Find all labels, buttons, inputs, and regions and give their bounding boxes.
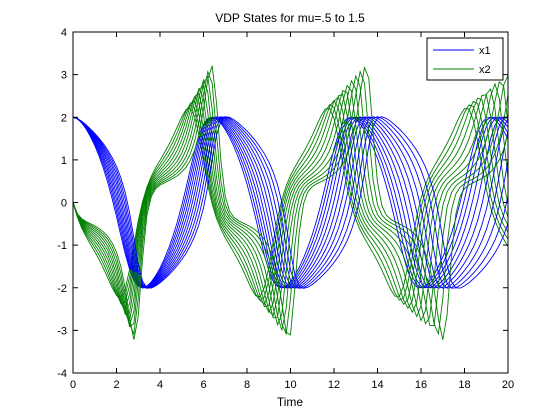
x-tick-label: 12	[328, 379, 340, 391]
y-tick-label: 2	[61, 112, 67, 124]
series-line-x2	[73, 78, 508, 327]
y-tick-label: -1	[57, 240, 67, 252]
series-lines	[73, 65, 508, 340]
series-line-x2	[73, 99, 508, 306]
legend: x1 x2	[426, 37, 504, 81]
y-axis-ticks: -4 -3 -2 -1 0 1 2 3 4	[57, 27, 508, 380]
legend-label-x2: x2	[479, 64, 491, 76]
x-tick-label: 14	[371, 379, 383, 391]
x-axis-label: Time	[277, 395, 304, 409]
series-line-x2	[73, 82, 508, 322]
series-line-x2	[73, 69, 508, 336]
x-tick-label: 20	[502, 379, 514, 391]
x-tick-label: 8	[244, 379, 250, 391]
x-tick-label: 6	[200, 379, 206, 391]
y-tick-label: 1	[61, 155, 67, 167]
legend-label-x1: x1	[479, 45, 491, 57]
series-line-x1	[73, 116, 508, 289]
x-tick-label: 16	[415, 379, 427, 391]
series-line-x2	[73, 107, 508, 298]
x-tick-label: 0	[70, 379, 76, 391]
x-tick-label: 2	[113, 379, 119, 391]
y-tick-label: -2	[57, 283, 67, 295]
series-line-x2	[73, 95, 508, 310]
y-tick-label: 0	[61, 198, 67, 210]
series-line-x2	[73, 93, 508, 314]
x-tick-label: 4	[157, 379, 163, 391]
x-tick-label: 18	[458, 379, 470, 391]
series-line-x2	[73, 103, 508, 302]
x-axis-ticks: 0 2 4 6 8 10 12 14 16 18 20	[70, 32, 514, 391]
chart-title: VDP States for mu=.5 to 1.5	[215, 11, 365, 25]
series-line-x2	[73, 74, 508, 331]
y-tick-label: 4	[61, 27, 67, 39]
legend-box	[426, 37, 504, 81]
series-line-x1	[73, 116, 508, 289]
y-tick-label: 3	[61, 70, 67, 82]
y-tick-label: -4	[57, 368, 67, 380]
x-tick-label: 10	[284, 379, 296, 391]
y-tick-label: -3	[57, 325, 67, 337]
series-line-x2	[73, 65, 508, 340]
